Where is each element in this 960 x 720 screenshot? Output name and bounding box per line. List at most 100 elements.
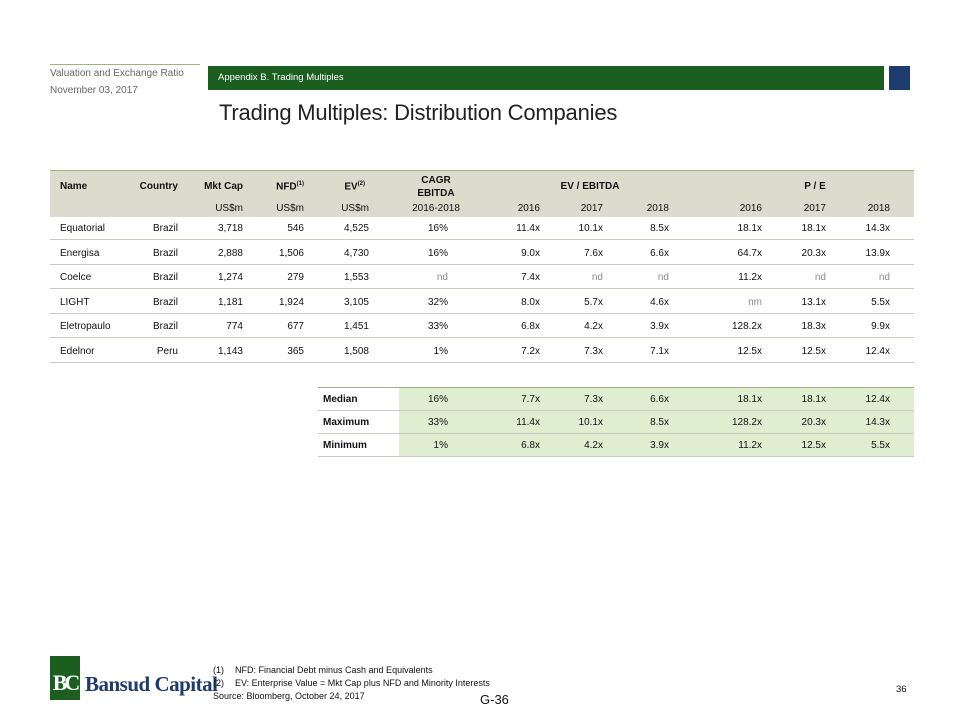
table-cell: 9.0x (521, 247, 540, 259)
table-cell: nd (591, 272, 603, 283)
table-cell: 1,924 (278, 296, 304, 308)
company-name: Equatorial (60, 223, 106, 234)
table-cell: 64.7x (737, 247, 762, 259)
table-cell: 677 (287, 321, 304, 332)
logo-mark: BC (50, 656, 80, 700)
table-top-rule (50, 170, 914, 171)
meta-divider (50, 64, 200, 65)
table-cell: 3,718 (217, 223, 243, 234)
company-name: Eletropaulo (60, 321, 111, 332)
summary-label: Maximum (323, 417, 370, 428)
sub-header: US$m (215, 203, 243, 214)
summary-label: Minimum (323, 440, 367, 451)
row-divider (50, 263, 914, 265)
summary-cell: 11.2x (738, 440, 762, 451)
country-cell: Brazil (152, 296, 178, 308)
page-title: Trading Multiples: Distribution Companie… (219, 100, 618, 125)
row-divider (50, 288, 914, 289)
table-header-background (50, 171, 914, 217)
summary-cell: 8.5x (650, 417, 669, 428)
table-cell: 4,525 (343, 223, 369, 234)
footnote-1: (1) NFD: Financial Debt minus Cash and Eq… (213, 665, 433, 675)
table-cell: 4,730 (343, 247, 369, 259)
banner-label: Appendix B. Trading Multiples (218, 72, 344, 83)
summary-cell: 4.2x (584, 440, 603, 451)
table-cell: 7.1x (650, 345, 669, 357)
summary-cell: 12.5x (801, 440, 826, 451)
section-banner: Appendix B. Trading Multiples (208, 66, 884, 90)
table-cell: nd (878, 272, 890, 283)
table-cell: 5.7x (584, 296, 603, 308)
table-cell: 1% (433, 345, 448, 357)
sub-header: 2018 (646, 203, 669, 214)
table-cell: 18.1x (801, 223, 826, 234)
sub-header: US$m (341, 203, 369, 214)
summary-cell: 33% (427, 417, 448, 428)
table-cell: 11.4x (516, 223, 540, 234)
table-cell: 4.2x (584, 321, 603, 332)
sub-header: 2016 (517, 203, 540, 214)
table-cell: 13.1x (801, 296, 826, 308)
table-cell: 1,506 (278, 247, 304, 259)
company-name: Energisa (60, 247, 100, 259)
summary-cell: 7.7x (521, 394, 540, 405)
table-cell: 33% (427, 321, 448, 332)
table-cell: 18.1x (737, 223, 762, 234)
summary-cell: 14.3x (865, 417, 890, 428)
exhibit-number: G-36 (480, 692, 509, 707)
table-cell: 5.5x (871, 296, 890, 308)
summary-cell: 18.1x (737, 394, 762, 405)
row-divider (50, 337, 914, 338)
country-cell: Brazil (152, 223, 178, 234)
summary-row-divider (318, 433, 914, 434)
group-header-cagr-ebitda: EBITDA (417, 188, 455, 199)
document-date: November 03, 2017 (50, 85, 138, 96)
sub-header: 2016-2018 (412, 203, 460, 214)
table-cell: 14.3x (865, 223, 890, 234)
table-cell: 365 (287, 345, 304, 357)
table-cell: 10.1x (578, 223, 603, 234)
table-cell: 12.5x (801, 345, 826, 357)
col-header-name: Name (60, 181, 88, 192)
table-cell: 6.8x (521, 321, 540, 332)
table-cell: 8.0x (521, 296, 540, 308)
table-cell: 2,888 (217, 247, 243, 259)
company-name: Edelnor (60, 345, 95, 357)
col-header-mktcap: Mkt Cap (204, 181, 243, 192)
summary-cell: 7.3x (584, 394, 603, 405)
summary-cell: 10.1x (578, 417, 603, 428)
summary-cell: 1% (433, 440, 448, 451)
table-cell: 1,553 (343, 272, 369, 283)
section-label: Valuation and Exchange Ratio (50, 68, 184, 79)
summary-row-background (399, 434, 914, 457)
table-cell: 32% (427, 296, 448, 308)
table-cell: 11.2x (738, 272, 762, 283)
table-cell: 774 (226, 321, 243, 332)
table-cell: 7.6x (584, 247, 603, 259)
table-cell: 1,274 (217, 272, 243, 283)
banner-square (889, 66, 910, 90)
source-note: Source: Bloomberg, October 24, 2017 (213, 691, 365, 701)
country-cell: Brazil (152, 247, 178, 259)
table-cell: 9.9x (871, 321, 890, 332)
table-cell: nm (748, 296, 762, 308)
summary-cell: 16% (427, 394, 448, 405)
sub-header: 2016 (739, 203, 762, 214)
summary-top-rule (318, 387, 914, 388)
table-cell: 1,508 (343, 345, 369, 357)
table-cell: 6.6x (650, 247, 669, 259)
page-number: 36 (896, 684, 907, 695)
table-cell: 546 (287, 223, 304, 234)
table-cell: 18.3x (801, 321, 826, 332)
table-cell: 16% (427, 223, 448, 234)
col-header-ev: EV(2) (344, 181, 365, 193)
table-cell: 3,105 (343, 296, 369, 308)
table-cell: 279 (287, 272, 304, 283)
col-header-nfd: NFD(1) (276, 181, 304, 193)
table-cell: 7.3x (584, 345, 603, 357)
summary-cell: 12.4x (865, 394, 890, 405)
row-divider (50, 312, 914, 314)
summary-row-divider (318, 410, 914, 411)
summary-cell: 3.9x (650, 440, 669, 451)
summary-cell: 128.2x (731, 417, 762, 428)
